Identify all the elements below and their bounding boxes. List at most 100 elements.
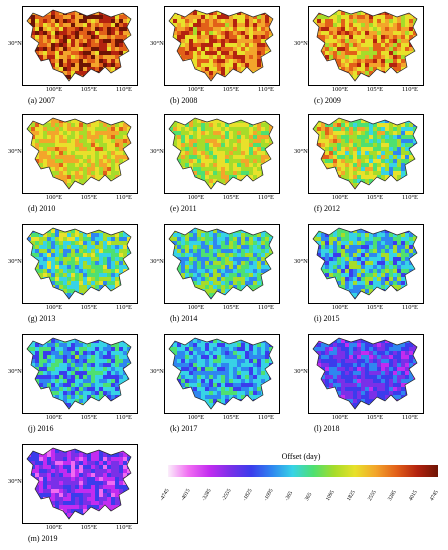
- longitude-label: 100°E: [45, 414, 63, 421]
- offset-map: [312, 9, 418, 82]
- latitude-label: 30°N: [8, 258, 22, 265]
- longitude-label: 110°E: [257, 414, 275, 421]
- colorbar-legend: Offset (day) -4745 -4015 -3285 -2555 -1825 -1…: [159, 452, 442, 522]
- longitude-label: 110°E: [115, 86, 133, 93]
- panel-caption: (i) 2015: [314, 314, 340, 323]
- colorbar-tick-label: 4745: [429, 489, 440, 503]
- map-frame: [308, 6, 424, 86]
- map-frame: [164, 224, 280, 304]
- latitude-label: 30°N: [8, 40, 22, 47]
- colorbar-tick-label: 4015: [408, 489, 419, 503]
- latitude-label: 30°N: [150, 258, 164, 265]
- offset-map: [26, 227, 132, 300]
- offset-map: [312, 337, 418, 410]
- colorbar-tick-label: -1095: [262, 487, 275, 503]
- offset-raster: [169, 118, 273, 189]
- latitude-label: 30°N: [150, 148, 164, 155]
- longitude-label: 105°E: [366, 304, 384, 311]
- colorbar-tick-label: 1825: [345, 489, 357, 503]
- longitude-label: 110°E: [115, 414, 133, 421]
- latitude-label: 30°N: [150, 368, 164, 375]
- longitude-label: 110°E: [257, 304, 275, 311]
- longitude-label: 100°E: [331, 194, 349, 201]
- colorbar-tick-label: 3285: [387, 489, 399, 503]
- map-frame: [22, 444, 138, 524]
- region-outline: [168, 227, 274, 300]
- offset-raster: [169, 338, 273, 409]
- longitude-label: 100°E: [331, 86, 349, 93]
- longitude-label: 105°E: [80, 304, 98, 311]
- offset-map: [26, 447, 132, 520]
- offset-raster: [313, 338, 417, 409]
- longitude-label: 110°E: [401, 414, 419, 421]
- map-frame: [164, 114, 280, 194]
- offset-map: [168, 117, 274, 190]
- region-outline: [312, 227, 418, 300]
- latitude-label: 30°N: [294, 258, 308, 265]
- longitude-label: 105°E: [80, 414, 98, 421]
- region-outline: [26, 9, 132, 82]
- offset-map: [26, 117, 132, 190]
- latitude-label: 30°N: [150, 40, 164, 47]
- legend-title: Offset (day): [281, 452, 321, 461]
- map-frame: [308, 114, 424, 194]
- longitude-label: 105°E: [222, 194, 240, 201]
- longitude-label: 105°E: [222, 304, 240, 311]
- map-frame: [164, 6, 280, 86]
- panel-caption: (m) 2019: [28, 534, 58, 543]
- longitude-label: 100°E: [187, 414, 205, 421]
- longitude-label: 100°E: [187, 86, 205, 93]
- region-outline: [168, 337, 274, 410]
- longitude-label: 105°E: [222, 414, 240, 421]
- panel-caption: (c) 2009: [314, 96, 341, 105]
- panel-caption: (d) 2010: [28, 204, 56, 213]
- offset-map: [312, 227, 418, 300]
- longitude-label: 110°E: [401, 194, 419, 201]
- panel-caption: (f) 2012: [314, 204, 340, 213]
- region-outline: [312, 337, 418, 410]
- map-panel: 30°N 100°E 105°E 110°E (f) 2012: [294, 114, 436, 220]
- map-panel: 30°N 100°E 105°E 110°E (g) 2013: [8, 224, 150, 330]
- colorbar-tick-label: -1825: [242, 487, 254, 503]
- longitude-label: 100°E: [187, 194, 205, 201]
- colorbar-tick-label: 2555: [366, 489, 378, 503]
- offset-raster: [27, 338, 131, 409]
- panel-caption: (k) 2017: [170, 424, 198, 433]
- region-outline: [168, 117, 274, 190]
- map-panel: 30°N 100°E 105°E 110°E (a) 2007: [8, 6, 150, 112]
- longitude-label: 110°E: [401, 304, 419, 311]
- colorbar-tick-label: 365: [304, 491, 314, 503]
- map-frame: [164, 334, 280, 414]
- region-outline: [168, 9, 274, 82]
- region-outline: [312, 9, 418, 82]
- longitude-label: 105°E: [222, 86, 240, 93]
- map-panel: 30°N 100°E 105°E 110°E (h) 2014: [150, 224, 292, 330]
- offset-map: [26, 9, 132, 82]
- colorbar-tick-label: -4015: [179, 487, 192, 503]
- colorbar-tick-label: -2555: [221, 487, 233, 503]
- latitude-label: 30°N: [8, 148, 22, 155]
- map-frame: [22, 114, 138, 194]
- longitude-label: 110°E: [115, 524, 133, 531]
- panel-caption: (j) 2016: [28, 424, 54, 433]
- colorbar: [168, 465, 438, 477]
- offset-map: [168, 227, 274, 300]
- longitude-label: 100°E: [45, 524, 63, 531]
- colorbar-tick-label: 1095: [325, 489, 336, 503]
- colorbar-tick-label: -3285: [200, 487, 213, 503]
- latitude-label: 30°N: [294, 148, 308, 155]
- offset-raster: [27, 118, 131, 189]
- map-panel: 30°N 100°E 105°E 110°E (b) 2008: [150, 6, 292, 112]
- offset-raster: [27, 228, 131, 299]
- panel-caption: (a) 2007: [28, 96, 55, 105]
- offset-raster: [169, 10, 273, 81]
- longitude-label: 105°E: [366, 414, 384, 421]
- offset-map: [168, 337, 274, 410]
- map-panel: 30°N 100°E 105°E 110°E (i) 2015: [294, 224, 436, 330]
- longitude-label: 105°E: [80, 194, 98, 201]
- panel-caption: (h) 2014: [170, 314, 198, 323]
- longitude-label: 100°E: [45, 194, 63, 201]
- offset-map: [26, 337, 132, 410]
- map-panel: 30°N 100°E 105°E 110°E (e) 2011: [150, 114, 292, 220]
- longitude-label: 105°E: [80, 524, 98, 531]
